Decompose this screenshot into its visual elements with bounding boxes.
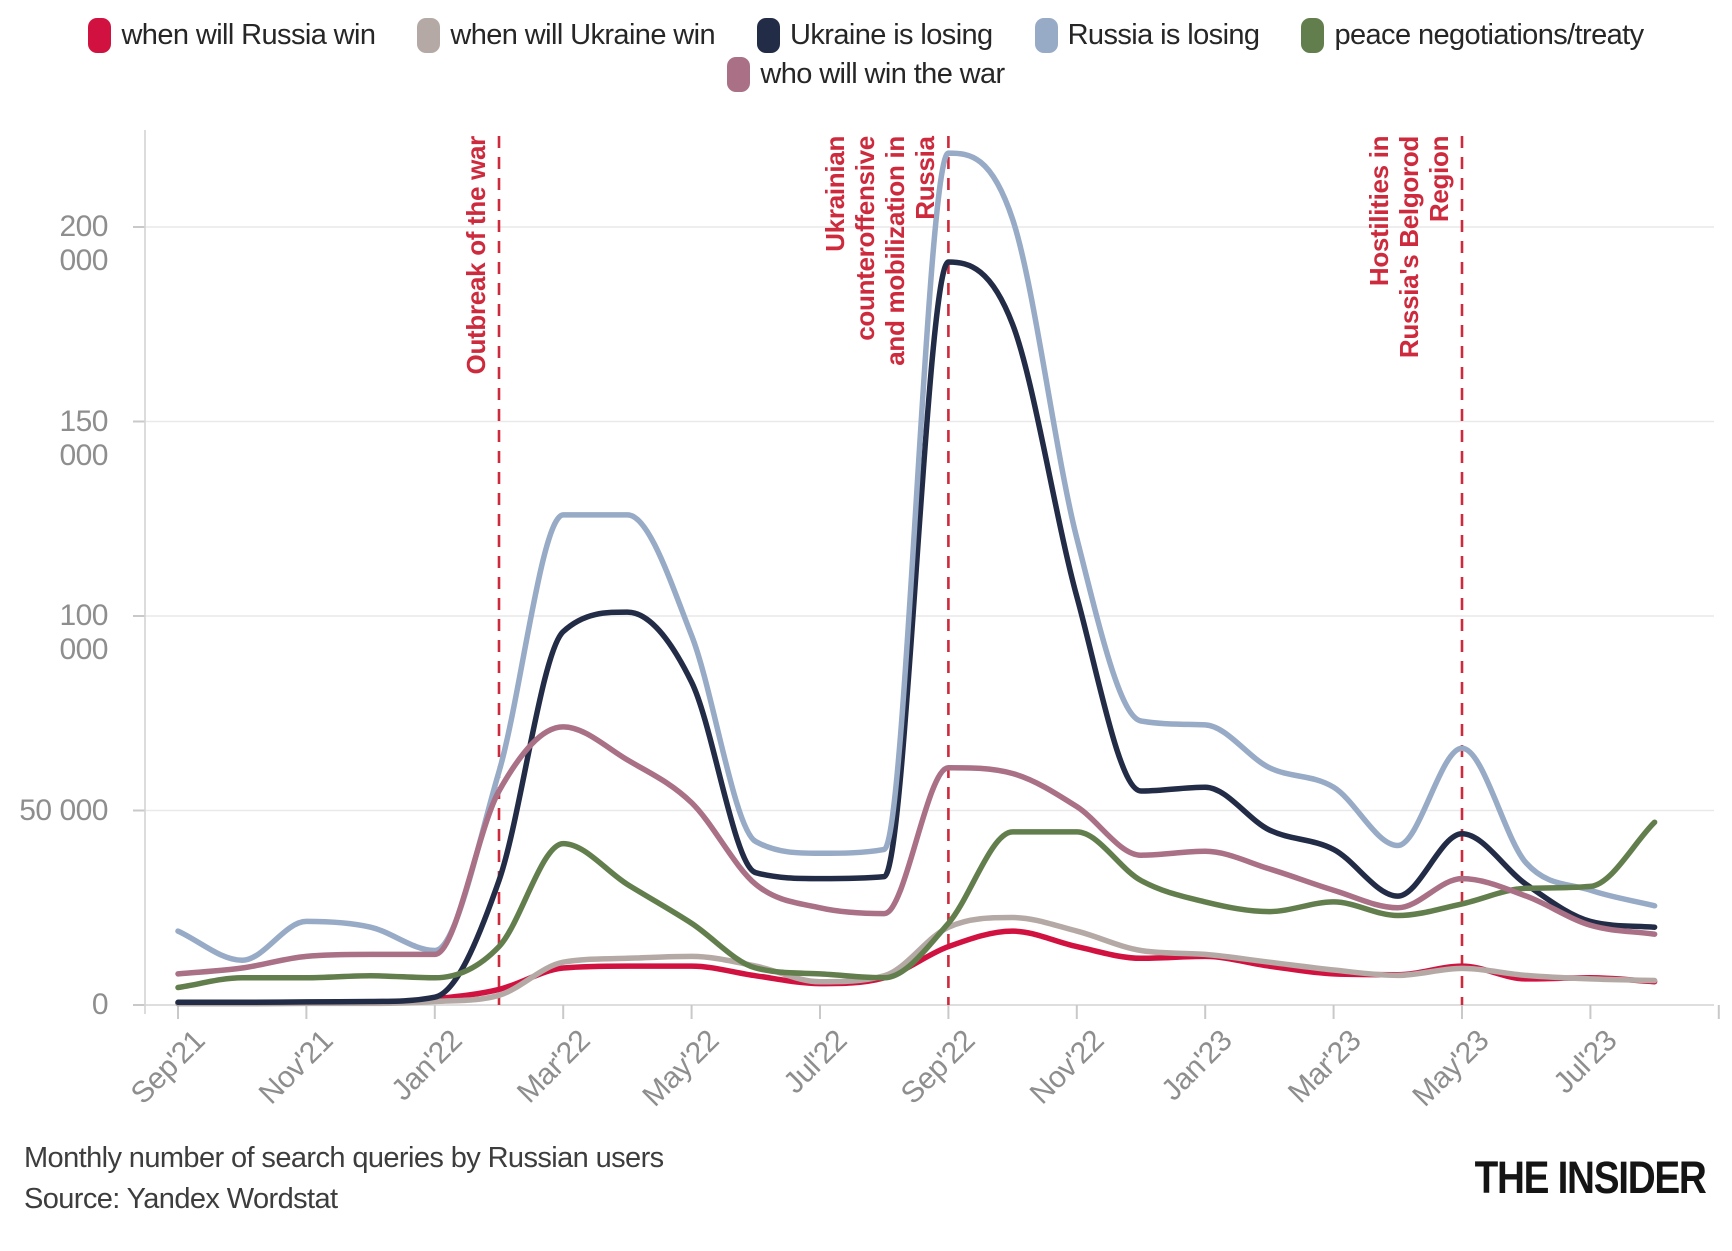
series-line-ukraine-is-losing [175, 259, 1658, 1006]
annotation-counteroffensive-mobilization: Ukrainian counteroffensive and mobilizat… [820, 136, 941, 366]
y-axis-tick-label: 150 000 [59, 404, 108, 472]
legend-item: peace negotiations/treaty [1301, 18, 1644, 53]
chart-legend: when will Russia win when will Ukraine w… [0, 18, 1732, 92]
legend-swatch [727, 57, 751, 92]
legend-swatch [1034, 18, 1058, 53]
legend-item-label: when will Russia win [121, 19, 376, 51]
chart-source: Source: Yandex Wordstat [24, 1183, 338, 1215]
the-insider-logo: THE INSIDER [1475, 1152, 1707, 1203]
chart-footer: Monthly number of search queries by Russ… [24, 1138, 664, 1220]
annotation-outbreak-of-war: Outbreak of the war [461, 136, 491, 375]
legend-item-label: peace negotiations/treaty [1334, 19, 1644, 51]
y-axis-tick-label: 50 000 [19, 793, 108, 827]
legend-item-label: who will win the war [760, 58, 1005, 90]
y-axis-tick-label: 100 000 [59, 599, 108, 666]
legend-item-label: Ukraine is losing [790, 19, 993, 51]
series-line-peace-negotiations-treaty [175, 819, 1658, 991]
legend-swatch [417, 18, 441, 53]
chart-title: Monthly number of search queries by Russ… [24, 1142, 664, 1174]
annotation-belgorod-hostilities: Hostilities in Russia's Belgorod Region [1364, 136, 1454, 359]
legend-swatch [1301, 18, 1325, 53]
legend-item: Russia is losing [1034, 18, 1260, 53]
legend-row-2: who will win the war [727, 57, 1005, 92]
legend-item: Ukraine is losing [757, 18, 993, 53]
legend-item: who will win the war [727, 57, 1005, 92]
legend-item-label: when will Ukraine win [450, 19, 716, 51]
legend-swatch [88, 18, 112, 53]
series-line-when-will-ukraine-win [175, 914, 1658, 1007]
series-line-who-will-win-the-war [175, 724, 1658, 977]
legend-item-label: Russia is losing [1067, 19, 1260, 51]
y-axis-tick-label: 200 000 [59, 210, 108, 277]
legend-swatch [757, 18, 781, 53]
legend-row-1: when will Russia win when will Ukraine w… [88, 18, 1644, 53]
legend-item: when will Russia win [88, 18, 376, 53]
legend-item: when will Ukraine win [417, 18, 716, 53]
y-axis-tick-label: 0 [91, 988, 109, 1021]
